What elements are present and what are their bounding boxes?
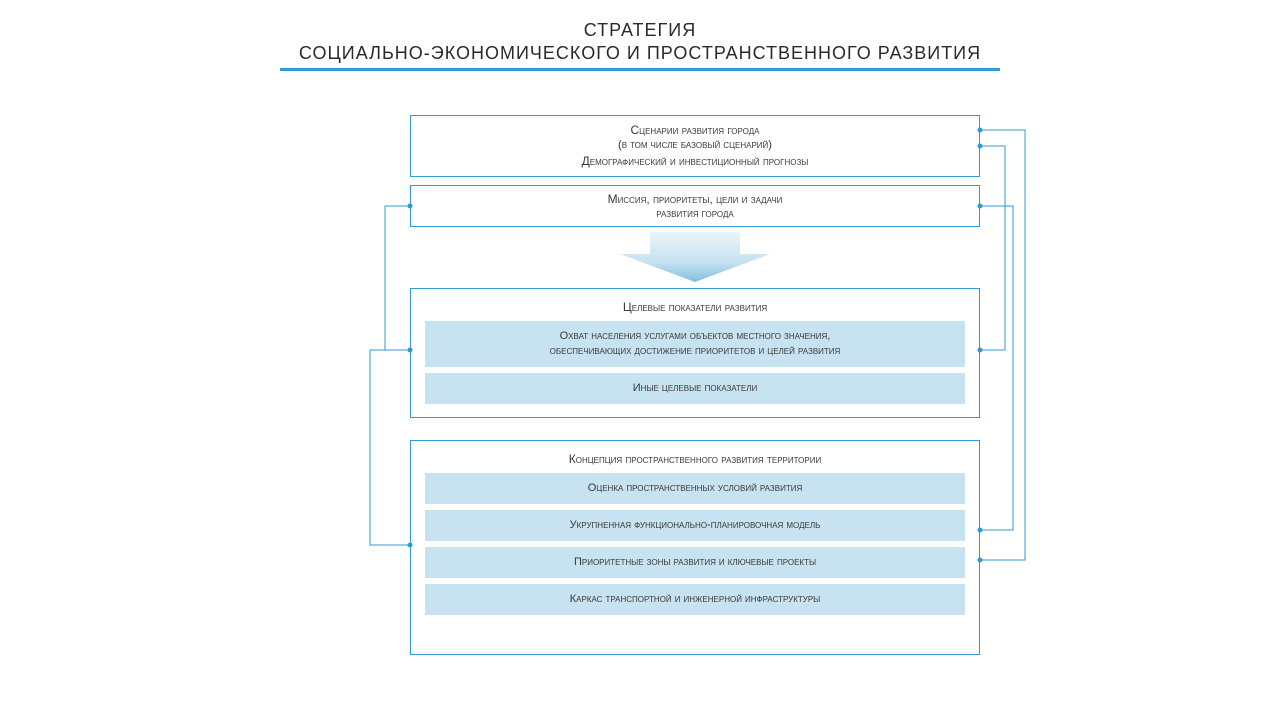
box4-bar3: Приоритетные зоны развития и ключевые пр… (425, 547, 965, 578)
box1-line1: Сценарии развития города (411, 122, 979, 138)
box2-line1: Миссия, приоритеты, цели и задачи (411, 191, 979, 207)
box4-bar2: Укрупненная функционально-планировочная … (425, 510, 965, 541)
title-line2: социально-экономического и пространствен… (0, 43, 1280, 64)
box-targets: Целевые показатели развития Охват населе… (410, 288, 980, 418)
box4-bar4: Каркас транспортной и инженерной инфраст… (425, 584, 965, 615)
box3-bar1-line2: обеспечивающих достижение приоритетов и … (435, 344, 955, 359)
box-mission: Миссия, приоритеты, цели и задачи развит… (410, 185, 980, 227)
box3-bar2: Иные целевые показатели (425, 373, 965, 404)
box-scenarios: Сценарии развития города (в том числе ба… (410, 115, 980, 177)
box3-bar1: Охват населения услугами объектов местно… (425, 321, 965, 367)
box3-bar1-line1: Охват населения услугами объектов местно… (435, 329, 955, 344)
title-underline (280, 68, 1000, 71)
box4-title: Концепция пространственного развития тер… (411, 451, 979, 467)
box3-title: Целевые показатели развития (411, 299, 979, 315)
title-block: Стратегия социально-экономического и про… (0, 20, 1280, 64)
title-line1: Стратегия (0, 20, 1280, 41)
box1-line3: Демографический и инвестиционный прогноз… (411, 153, 979, 169)
box1-line2: (в том числе базовый сценарий) (411, 138, 979, 153)
box4-bar1: Оценка пространственных условий развития (425, 473, 965, 504)
page: Стратегия социально-экономического и про… (0, 0, 1280, 720)
arrow-down-icon (620, 232, 770, 282)
box-concept: Концепция пространственного развития тер… (410, 440, 980, 655)
box2-line2: развития города (411, 207, 979, 222)
